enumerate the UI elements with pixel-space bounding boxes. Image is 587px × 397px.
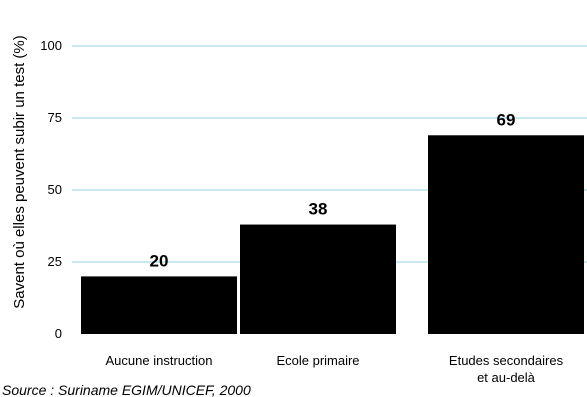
value-label-2: 38 <box>309 200 328 219</box>
source-note: Source : Suriname EGIM/UNICEF, 2000 <box>2 382 251 397</box>
value-label-3: 69 <box>497 110 516 129</box>
x-axis-categories: Aucune instruction Ecole primaire Etudes s… <box>106 353 564 385</box>
y-tick-label: 75 <box>48 110 62 125</box>
category-label-3: et au-delà <box>477 370 536 385</box>
y-tick-label: 0 <box>55 326 62 341</box>
category-label-2: Ecole primaire <box>276 353 359 368</box>
y-tick-label: 100 <box>40 38 62 53</box>
y-axis-ticks: 0 25 50 75 100 <box>40 38 62 341</box>
category-label-1: Aucune instruction <box>106 353 213 368</box>
y-axis-title: Savent où elles peuvent subir un test (%… <box>11 35 28 309</box>
y-tick-label: 25 <box>48 254 62 269</box>
bar-2 <box>240 224 396 334</box>
bar-1 <box>81 276 237 334</box>
category-label-3: Etudes secondaires <box>449 353 564 368</box>
value-labels: 20 38 69 <box>150 110 516 270</box>
bar-3 <box>428 135 584 334</box>
bars <box>81 135 584 334</box>
y-tick-label: 50 <box>48 182 62 197</box>
value-label-1: 20 <box>150 251 169 270</box>
